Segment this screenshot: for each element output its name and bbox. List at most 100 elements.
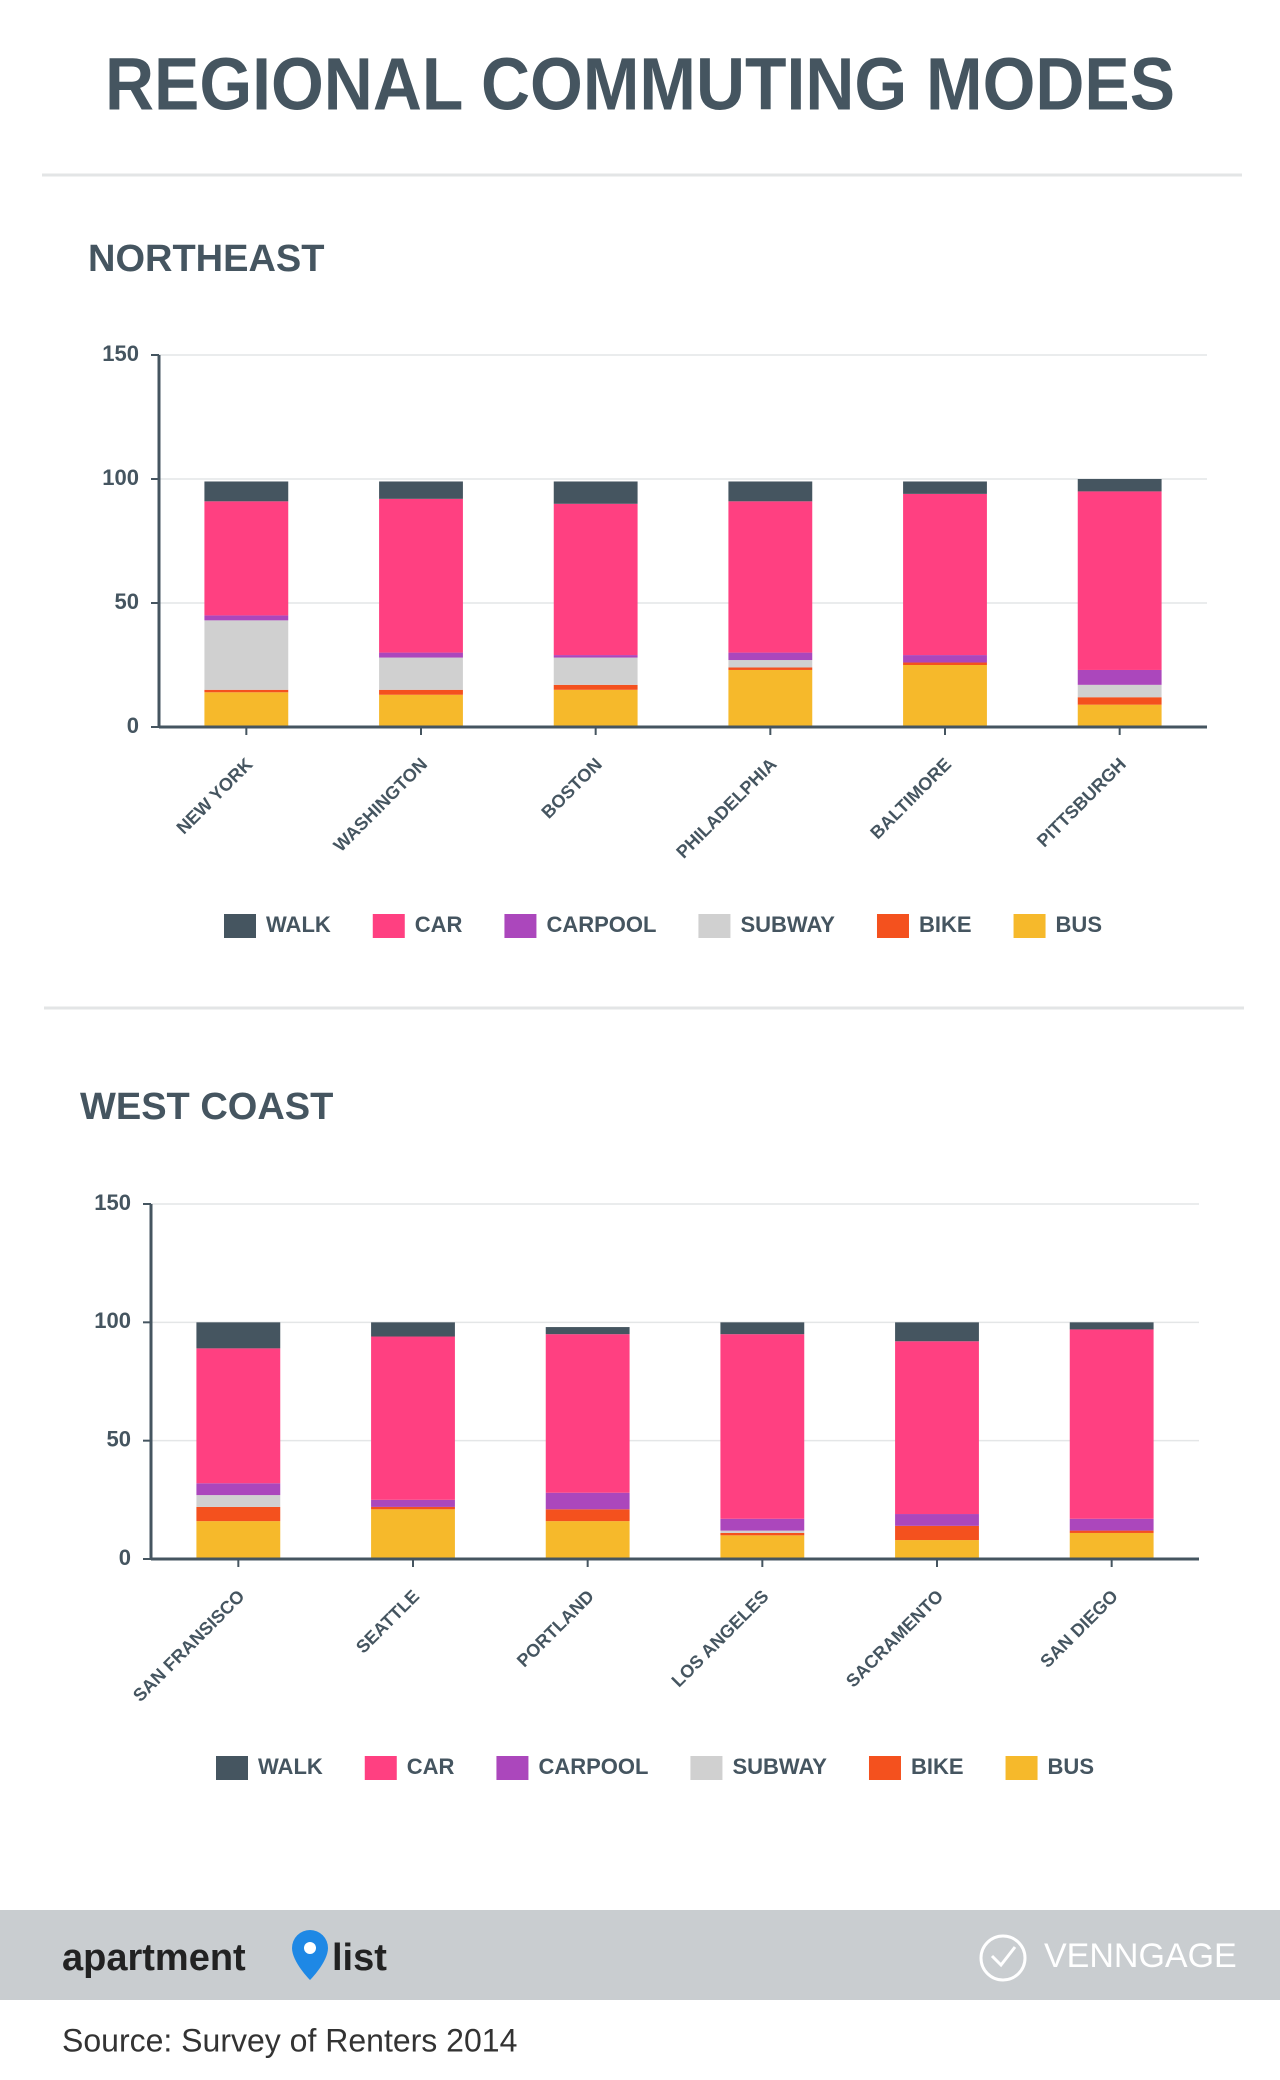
x-tick-label: NEW YORK bbox=[173, 754, 257, 838]
legend-label: CARPOOL bbox=[546, 912, 656, 937]
maker-icon bbox=[979, 1934, 1027, 1982]
logo-pin bbox=[292, 1930, 328, 1980]
legend-swatch bbox=[690, 1756, 723, 1780]
bar-segment bbox=[720, 1530, 805, 1533]
legend-label: CAR bbox=[415, 912, 463, 937]
legend-label: WALK bbox=[258, 1754, 323, 1779]
bar-segment bbox=[720, 1518, 805, 1531]
bar-segment bbox=[895, 1540, 979, 1559]
x-tick-label: PITTSBURGH bbox=[1033, 754, 1130, 851]
bar-segment bbox=[720, 1535, 805, 1559]
bar-segment bbox=[196, 1348, 281, 1484]
bar-segment bbox=[553, 655, 638, 658]
legend-swatch bbox=[496, 1756, 529, 1780]
logo-text: list bbox=[332, 1937, 387, 1979]
legend-swatch bbox=[364, 1756, 397, 1780]
bar-segment bbox=[371, 1509, 455, 1559]
legend-swatch bbox=[224, 914, 256, 938]
bar-segment bbox=[1077, 697, 1162, 705]
bar-segment bbox=[553, 657, 638, 685]
legend-swatch bbox=[698, 914, 731, 938]
bar-segment bbox=[371, 1499, 455, 1507]
legend-swatch bbox=[868, 1756, 901, 1780]
bar-segment bbox=[728, 501, 813, 653]
bar-segment bbox=[903, 493, 987, 656]
y-tick-label: 50 bbox=[107, 1426, 131, 1451]
legend-label: CAR bbox=[407, 1754, 455, 1779]
x-tick-label: SEATTLE bbox=[352, 1586, 423, 1657]
chart-title: WEST COAST bbox=[80, 1086, 333, 1128]
bar-segment bbox=[728, 669, 813, 727]
legend-swatch bbox=[1005, 1756, 1038, 1780]
bar-segment bbox=[371, 1506, 455, 1510]
bar-segment bbox=[553, 503, 638, 656]
x-tick-label: SAN FRANSISCO bbox=[129, 1586, 249, 1706]
x-tick-label: SAN DIEGO bbox=[1036, 1586, 1122, 1672]
legend: WALK CAR CARPOOL SUBWAY BIKE BUS bbox=[216, 1754, 1094, 1780]
y-tick-label: 50 bbox=[115, 589, 139, 614]
y-tick-label: 150 bbox=[94, 1190, 131, 1215]
bar-segment bbox=[545, 1492, 630, 1510]
x-tick-label: SACRAMENTO bbox=[842, 1586, 947, 1691]
x-tick-label: PHILADELPHIA bbox=[672, 754, 780, 862]
legend-swatch bbox=[504, 914, 537, 938]
bar-segment bbox=[720, 1532, 805, 1536]
y-tick-label: 0 bbox=[127, 713, 139, 738]
bar-segment bbox=[903, 665, 987, 727]
bar-segment bbox=[903, 481, 987, 494]
y-tick-label: 100 bbox=[94, 1308, 131, 1333]
y-tick-label: 100 bbox=[102, 465, 139, 490]
bar-segment bbox=[1069, 1322, 1154, 1330]
bar-segment bbox=[204, 689, 289, 693]
bar-segment bbox=[204, 501, 289, 616]
legend-label: BUS bbox=[1048, 1754, 1094, 1779]
bar-segment bbox=[379, 481, 463, 499]
bar-segment bbox=[1069, 1329, 1154, 1519]
legend-label: SUBWAY bbox=[740, 912, 835, 937]
bar-segment bbox=[196, 1322, 281, 1349]
legend-label: SUBWAY bbox=[732, 1754, 827, 1779]
bar-segment bbox=[196, 1521, 281, 1559]
legend-swatch bbox=[876, 914, 909, 938]
bar-segment bbox=[379, 498, 463, 653]
bar-segment bbox=[379, 652, 463, 658]
bar-segment bbox=[196, 1495, 281, 1507]
legend-label: WALK bbox=[266, 912, 331, 937]
legend: WALK CAR CARPOOL SUBWAY BIKE BUS bbox=[224, 912, 1102, 938]
maker-icon bbox=[990, 1946, 1017, 1968]
legend-label: BIKE bbox=[919, 912, 972, 937]
logo-pin-dot bbox=[304, 1942, 316, 1954]
legend-swatch bbox=[1013, 914, 1046, 938]
bar-segment bbox=[1077, 669, 1162, 685]
bar-segment bbox=[895, 1525, 979, 1541]
source: Source: Survey of Renters 2014 bbox=[62, 2022, 517, 2058]
bar-segment bbox=[1077, 491, 1162, 670]
legend-label: CARPOOL bbox=[538, 1754, 648, 1779]
bar-segment bbox=[204, 481, 289, 502]
bar-segment bbox=[1069, 1532, 1154, 1559]
bar-segment bbox=[196, 1506, 281, 1522]
bar-segment bbox=[1069, 1530, 1154, 1533]
bar-segment bbox=[379, 689, 463, 695]
x-tick-label: BALTIMORE bbox=[866, 754, 955, 843]
bar-segment bbox=[1077, 479, 1162, 492]
bar-segment bbox=[1069, 1518, 1154, 1531]
page-title: REGIONAL COMMUTING MODES bbox=[105, 43, 1175, 126]
bar-segment bbox=[545, 1327, 630, 1335]
y-tick-label: 0 bbox=[119, 1545, 131, 1570]
bar-segment bbox=[553, 689, 638, 727]
bar-segment bbox=[903, 655, 987, 663]
bar-segment bbox=[720, 1334, 805, 1519]
bar-segment bbox=[728, 652, 813, 661]
bar-segment bbox=[1077, 704, 1162, 727]
bar-segment bbox=[204, 692, 289, 727]
bar-segment bbox=[728, 660, 813, 668]
logo-text: apartment bbox=[62, 1937, 246, 1979]
x-tick-label: BOSTON bbox=[537, 754, 605, 822]
bar-segment bbox=[196, 1483, 281, 1496]
bar-segment bbox=[379, 694, 463, 727]
bar-segment bbox=[895, 1341, 979, 1515]
legend-swatch bbox=[372, 914, 405, 938]
bar-segment bbox=[553, 684, 638, 690]
